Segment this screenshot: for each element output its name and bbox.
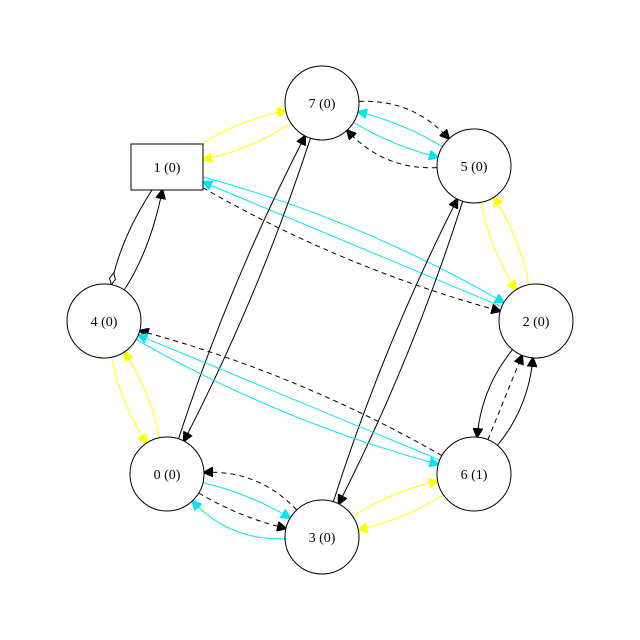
edges-layer [110, 100, 533, 540]
nodes-layer: 7 (0) 1 (0) 5 (0) 4 (0) 2 (0) 0 (0) 6 (1) 3 (0) [66, 65, 574, 575]
node-circle-shape [284, 499, 360, 575]
graph-node-4: 4 (0) [66, 283, 142, 359]
edge-5-to-7-cyan-solid [358, 112, 443, 148]
edge-0-to-7-black-solid [178, 136, 306, 439]
edge-3-to-0-cyan-solid [192, 501, 286, 540]
node-circle-shape [436, 436, 512, 512]
node-label: 5 (0) [461, 160, 488, 175]
edge-1-to-7-yellow-solid [201, 111, 286, 145]
node-label: 1 (0) [154, 161, 181, 176]
edge-3-to-0-black-dashed [204, 472, 298, 511]
edge-6-to-2-black-solid [497, 358, 533, 446]
edge-3-to-5-black-solid [332, 199, 457, 502]
edge-0-to-3-black-dashed [198, 492, 286, 528]
edge-7-to-5-black-dashed [358, 100, 449, 138]
edge-0-to-3-cyan-solid [202, 482, 290, 518]
edge-4-to-6-cyan-solid [135, 338, 438, 464]
node-box-shape [130, 143, 204, 191]
graph-node-5: 5 (0) [436, 128, 512, 204]
node-label: 7 (0) [309, 97, 336, 112]
edge-5-to-7-black-dashed [347, 130, 438, 169]
node-label: 4 (0) [91, 315, 118, 330]
edge-5-to-2-yellow-solid [480, 202, 516, 289]
node-circle-shape [436, 128, 512, 204]
edge-6-to-3-yellow-solid [358, 493, 444, 529]
node-label: 2 (0) [523, 315, 550, 330]
node-circle-shape [284, 65, 360, 141]
graph-node-3: 3 (0) [284, 499, 360, 575]
edge-2-to-1-cyan-solid [203, 182, 503, 308]
graph-node-7: 7 (0) [284, 65, 360, 141]
graph-node-1: 1 (0) [130, 143, 204, 191]
graph-node-0: 0 (0) [129, 436, 205, 512]
edge-7-to-1-yellow-solid [203, 122, 292, 159]
node-label: 3 (0) [309, 531, 336, 546]
edge-4-to-0-yellow-solid [110, 357, 146, 443]
graph-node-2: 2 (0) [498, 283, 574, 359]
edge-1-to-4-black-solid [111, 189, 153, 285]
node-label: 0 (0) [154, 468, 181, 483]
node-circle-shape [129, 436, 205, 512]
edge-2-to-5-yellow-solid [494, 197, 530, 285]
edge-6-to-2-black-dashed [487, 355, 522, 440]
node-label: 6 (1) [461, 468, 488, 483]
edge-5-to-3-black-solid [339, 201, 464, 504]
edge-3-to-6-yellow-solid [352, 481, 438, 518]
edge-4-to-1-black-solid [123, 190, 162, 291]
edge-2-to-6-black-solid [477, 349, 513, 438]
node-circle-shape [498, 283, 574, 359]
edge-0-to-4-yellow-solid [124, 352, 161, 438]
edge-6-to-4-black-dashed [140, 331, 443, 457]
edge-1-to-2-cyan-solid [202, 176, 504, 303]
edge-7-to-0-black-solid [184, 138, 311, 441]
graph-node-6: 6 (1) [436, 436, 512, 512]
node-circle-shape [66, 283, 142, 359]
edge-1-to-2-black-dashed [202, 187, 500, 312]
edge-6-to-4-cyan-solid [138, 335, 440, 461]
edge-7-to-5-cyan-solid [353, 121, 438, 157]
